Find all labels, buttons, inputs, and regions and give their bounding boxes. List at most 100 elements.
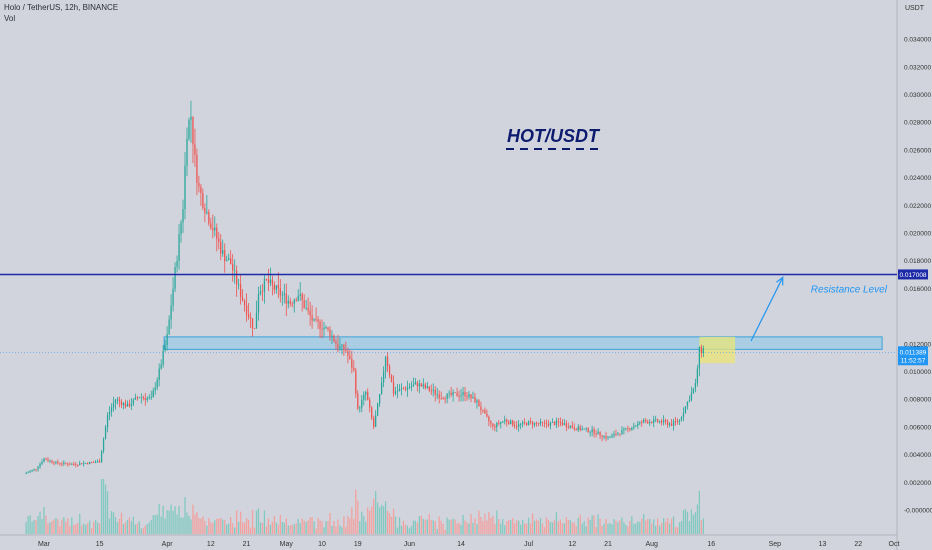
volume-bar — [666, 518, 669, 534]
candle-body — [440, 398, 442, 399]
candle-body — [571, 425, 573, 428]
volume-bar — [206, 525, 208, 534]
volume-bar — [660, 522, 663, 534]
time-tick-label: 22 — [854, 541, 862, 548]
volume-bar — [144, 525, 146, 534]
candle-body — [31, 469, 33, 472]
volume-bar — [378, 507, 381, 534]
candle-body — [627, 427, 629, 429]
volume-bar — [73, 524, 75, 534]
candle-body — [591, 429, 593, 432]
candle-body — [309, 310, 311, 316]
volume-bar — [138, 521, 140, 534]
candle-body — [327, 327, 329, 330]
volume-bar — [581, 523, 583, 534]
candle-body — [35, 469, 37, 470]
volume-bar — [502, 519, 504, 534]
candle-body — [226, 259, 228, 262]
candle-body — [601, 435, 603, 438]
volume-bar — [59, 525, 61, 534]
volume-bar — [263, 510, 266, 534]
candle-body — [512, 420, 514, 426]
volume-bar — [563, 523, 565, 534]
candle-body — [555, 420, 558, 425]
volume-bar — [559, 519, 562, 534]
candle-body — [357, 393, 359, 409]
time-axis-labels: Mar 15 Apr 12 21 May 10 19 Jun 14 Jul 12 21 Aug 16 Sep 1… — [38, 541, 900, 548]
candle-body — [269, 279, 272, 284]
price-axis-unit[interactable]: USDT — [904, 5, 924, 12]
time-tick-label: Oct — [889, 541, 900, 548]
volume-bar — [180, 517, 182, 534]
volume-bar — [323, 527, 325, 534]
volume-bar — [442, 524, 444, 534]
volume-bar — [627, 526, 629, 534]
candle-body — [186, 138, 188, 166]
candle-body — [400, 388, 403, 390]
level-price-label: 0.017008 — [899, 272, 926, 279]
time-tick-label: 13 — [819, 541, 827, 548]
candle-body — [605, 435, 607, 439]
volume-bar — [629, 520, 631, 534]
candle-body — [289, 300, 291, 304]
volume-bar — [63, 517, 65, 534]
volume-bar — [607, 523, 609, 534]
volume-bar — [267, 518, 270, 534]
candle-body — [91, 461, 93, 463]
symbol-title: Holo / TetherUS, 12h, BINANCE — [4, 3, 119, 12]
price-tick-label: -0.000000 — [904, 508, 932, 515]
candle-body — [438, 394, 440, 399]
volume-bar — [130, 521, 133, 534]
candle-body — [545, 422, 548, 425]
volume-bar — [382, 506, 385, 534]
volume-bar — [178, 505, 180, 534]
volume-bar — [104, 484, 107, 534]
candle-body — [458, 396, 460, 397]
current-price-tag — [898, 346, 928, 366]
candle-body — [547, 424, 550, 426]
chart-title: HOT/USDT — [507, 126, 601, 146]
candle-body — [462, 392, 464, 395]
volume-bar — [273, 515, 276, 534]
candle-body — [243, 300, 246, 306]
candle-body — [343, 344, 345, 351]
volume-bar — [98, 523, 101, 534]
volume-bar — [414, 520, 417, 534]
candle-body — [273, 284, 276, 290]
volume-bar — [591, 515, 593, 534]
candle-body — [579, 426, 581, 431]
candle-body — [651, 422, 653, 423]
volume-bar — [67, 518, 69, 534]
volume-bar — [349, 518, 351, 534]
candle-body — [33, 469, 35, 470]
volume-bar — [527, 517, 530, 534]
volume-bar — [573, 522, 575, 534]
volume-bar — [655, 525, 657, 534]
volume-bar — [190, 519, 192, 534]
volume-bar — [533, 520, 536, 534]
candle-body — [319, 321, 321, 329]
volume-bar — [335, 526, 337, 534]
candle-body — [291, 303, 293, 305]
volume-bar — [317, 517, 319, 534]
candle-body — [323, 327, 325, 330]
volume-bar — [416, 522, 419, 534]
candle-body — [581, 428, 583, 431]
volume-bar — [390, 516, 393, 534]
volume-bar — [343, 516, 345, 534]
volume-bar — [357, 500, 359, 534]
candle-body — [184, 165, 186, 210]
price-tick-label: 0.002000 — [904, 480, 931, 487]
volume-bar — [51, 520, 53, 534]
volume-bar — [396, 527, 399, 534]
candle-body — [408, 387, 411, 389]
time-tick-label: Mar — [38, 541, 51, 548]
volume-bar — [146, 524, 148, 534]
volume-bar — [55, 518, 57, 534]
volume-bar — [309, 517, 311, 534]
candle-body — [71, 464, 73, 465]
candle-body — [239, 284, 242, 298]
candle-body — [122, 402, 125, 406]
